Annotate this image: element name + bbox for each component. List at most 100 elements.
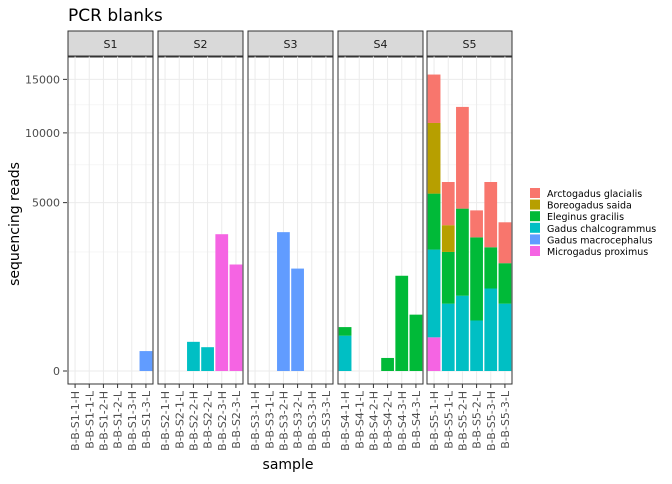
bar-segment [456,295,469,371]
x-tick-label: B-B-S5-2-H [456,391,469,451]
bar-segment [498,263,512,304]
x-tick-label: B-B-S1-1-L [83,390,96,449]
facet-panel-s4: S4 B-B-S4-1-H B-B-S4-1-L B-B-S4-2-H B-B-S4-2… [337,30,424,451]
bar-segment [229,264,243,371]
facet-strip-label: S2 [194,38,208,51]
chart-title: PCR blanks [68,6,163,26]
x-tick-label: B-B-S2-1-L [173,390,186,449]
bar-segment [291,268,304,371]
x-tick-label: B-B-S2-2-L [202,390,215,449]
x-tick-label: B-B-S4-2-L [382,390,395,449]
x-tick-label: B-B-S5-1-L [442,390,455,449]
legend-key [530,246,540,256]
legend-key [530,188,540,198]
bar-segment [215,234,229,371]
bar-segment [470,320,483,371]
x-tick-label: B-B-S2-1-H [159,391,172,451]
bar-segment [470,237,483,321]
bar-segment [441,182,455,226]
bar-segment [277,232,290,371]
bar-segment [427,122,441,194]
bar-segment [484,182,498,248]
bar-segment [427,193,441,250]
panel-border [67,55,154,385]
bar-segment [338,335,352,371]
x-tick-label: B-B-S3-1-L [263,390,276,449]
facet-strip-label: S3 [284,38,298,51]
bar-segment [187,341,200,371]
x-tick-label: B-B-S5-2-L [471,390,484,449]
x-tick-label: B-B-S3-2-L [292,390,305,449]
bar-segment [470,210,483,238]
legend-key [530,211,540,222]
x-tick-label: B-B-S4-1-L [353,390,366,449]
bar-segment [381,357,394,371]
facet-strip [67,30,154,58]
legend-key [530,222,540,233]
bar-segment [409,314,423,371]
facet-strip-label: S4 [374,38,388,51]
bar-segment [139,351,153,371]
x-tick-label: B-B-S3-1-H [249,391,262,451]
legend-label: Arctogadus glacialis [547,189,642,200]
facet-panel-s1: S1 B-B-S1-1-H B-B-S1-1-L B-B-S1-2-H B-B-S1-2… [67,30,154,451]
x-axis-label: sample [263,457,314,473]
bar-segment [498,222,512,264]
legend-label: Eleginus gracilis [547,212,624,223]
x-tick-label: B-B-S5-3-H [485,391,498,451]
facet-panel-s3: S3 B-B-S3-1-H B-B-S3-1-L B-B-S3-2-H B-B-S3-2… [247,30,334,451]
legend-item: Gadus chalcogrammus [530,222,656,235]
facet-panel-s2: S2 B-B-S2-1-H B-B-S2-1-L B-B-S2-2-H B-B-S2-2… [157,30,244,451]
facet-strip [337,30,424,58]
y-tick-label: 5000 [32,197,60,210]
x-tick-label: B-B-S1-2-L [112,390,125,449]
panel-border [247,55,334,385]
facet-strip [247,30,334,58]
y-axis-label: sequencing reads [7,162,23,286]
legend-item: Microgadus proximus [530,246,648,258]
x-tick-label: B-B-S1-3-H [126,391,139,451]
x-tick-label: B-B-S4-1-H [339,391,352,451]
x-tick-label: B-B-S4-3-L [410,390,423,449]
legend-item: Arctogadus glacialis [530,188,642,200]
legend-key [530,234,540,245]
legend-label: Gadus chalcogrammus [547,224,656,235]
legend-key [530,199,540,210]
x-tick-label: B-B-S1-3-L [140,390,153,449]
bar-segment [427,249,441,338]
x-tick-label: B-B-S1-2-H [97,391,110,451]
y-axis: 0 5000 10000 15000 [25,73,67,378]
y-tick-label: 10000 [25,127,60,140]
bar-segment [201,347,214,371]
bar-segment [456,106,469,209]
facet-strip-label: S1 [104,38,118,51]
x-tick-label: B-B-S5-3-L [499,390,512,449]
x-tick-label: B-B-S2-2-H [187,391,200,451]
facet-strip-label: S5 [463,38,477,51]
legend-label: Microgadus proximus [547,247,648,258]
x-tick-label: B-B-S2-3-H [216,391,229,451]
legend-item: Gadus macrocephalus [530,234,653,246]
panel-border [337,55,424,385]
x-tick-label: B-B-S2-3-L [230,390,243,449]
panel-border [157,55,244,385]
x-tick-label: B-B-S5-1-H [428,391,441,451]
bar-segment [441,251,455,304]
bar-segment [441,225,455,252]
y-tick-label: 15000 [25,73,60,86]
x-tick-label: B-B-S3-3-H [306,391,319,451]
facet-strip [426,30,513,58]
bar-segment [441,303,455,371]
x-tick-label: B-B-S4-3-H [396,391,409,451]
y-tick-label: 0 [53,365,60,378]
legend-item: Eleginus gracilis [530,211,624,223]
bar-segment [427,337,441,371]
bar-segment [498,303,512,371]
facet-panels: S1 B-B-S1-1-H B-B-S1-1-L B-B-S1-2-H B-B-S1-2… [67,30,513,451]
legend-label: Gadus macrocephalus [547,235,653,246]
bar-segment [484,288,498,371]
legend-label: Boreogadus saida [547,201,632,212]
